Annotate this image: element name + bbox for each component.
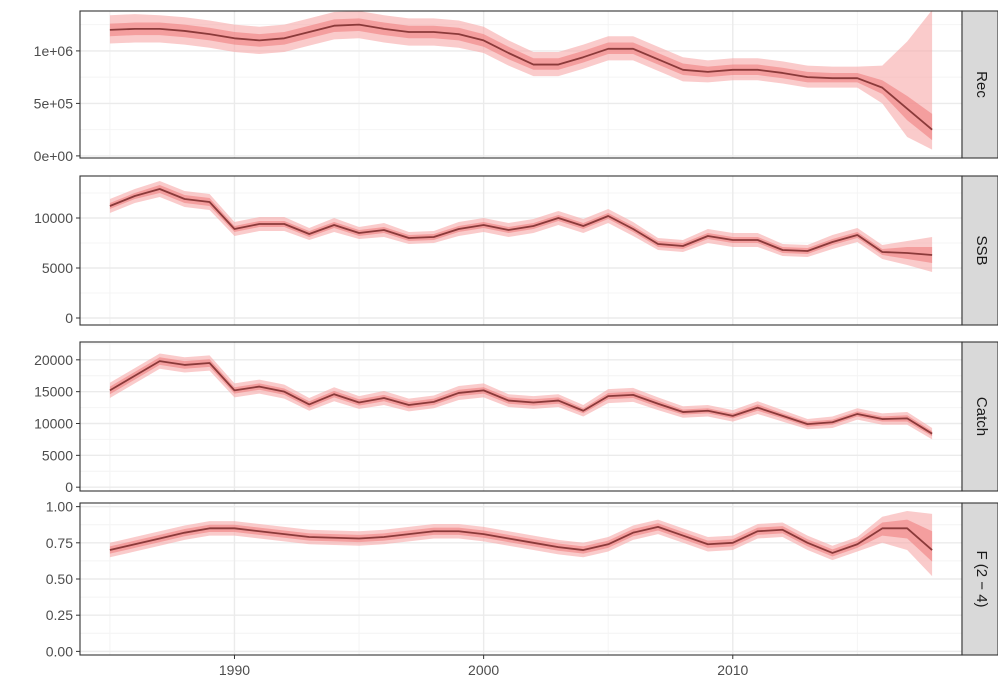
x-tick-label: 1990 <box>219 662 250 678</box>
x-tick-label: 2000 <box>468 662 499 678</box>
facet-strip-label: Rec <box>973 71 990 98</box>
series-line <box>109 188 933 256</box>
y-tick-label: 20000 <box>34 352 73 368</box>
panel-2: 0 5000 10000 SSB <box>34 175 998 326</box>
y-tick-label: 0.50 <box>46 571 73 587</box>
panel-1: 0e+00 5e+05 1e+06 Rec <box>34 9 998 164</box>
facet-strip-label: SSB <box>973 235 990 265</box>
panel-background <box>80 342 962 491</box>
y-tick-label: 5000 <box>42 447 73 463</box>
y-tick-label: 0 <box>65 310 73 326</box>
ribbon-outer-band <box>109 9 933 150</box>
y-tick-label: 0.25 <box>46 607 73 623</box>
y-tick-label: 10000 <box>34 416 73 432</box>
facet-strip <box>961 341 998 492</box>
facet-strip-label: Catch <box>973 397 990 436</box>
y-tick-label: 0 <box>65 479 73 495</box>
y-tick-label: 5e+05 <box>34 95 74 111</box>
y-tick-label: 0.00 <box>46 643 73 659</box>
facet-strip <box>961 10 998 159</box>
series-line <box>109 360 933 435</box>
y-tick-label: 0.75 <box>46 535 73 551</box>
panel-4: 0.00 0.25 0.50 0.75 1.00 F (2 − 4) <box>46 499 998 659</box>
facet-strip <box>961 502 998 656</box>
y-tick-label: 1e+06 <box>34 43 74 59</box>
panel-3: 0 5000 10000 15000 20000 Catch <box>34 341 998 495</box>
series-line <box>109 525 933 554</box>
ribbon-outer-band <box>109 353 933 440</box>
x-axis: 1990 2000 2010 <box>219 655 749 678</box>
ribbon-inner-band <box>109 357 933 437</box>
series-line <box>109 23 933 131</box>
ribbon-inner-band <box>109 18 933 141</box>
facet-strip-label: F (2 − 4) <box>973 550 990 607</box>
y-tick-label: 15000 <box>34 384 73 400</box>
y-tick-label: 1.00 <box>46 499 73 515</box>
y-tick-label: 5000 <box>42 260 73 276</box>
y-tick-label: 10000 <box>34 210 73 226</box>
x-tick-label: 2010 <box>717 662 748 678</box>
y-tick-label: 0e+00 <box>34 148 74 164</box>
facet-strip <box>961 175 998 326</box>
